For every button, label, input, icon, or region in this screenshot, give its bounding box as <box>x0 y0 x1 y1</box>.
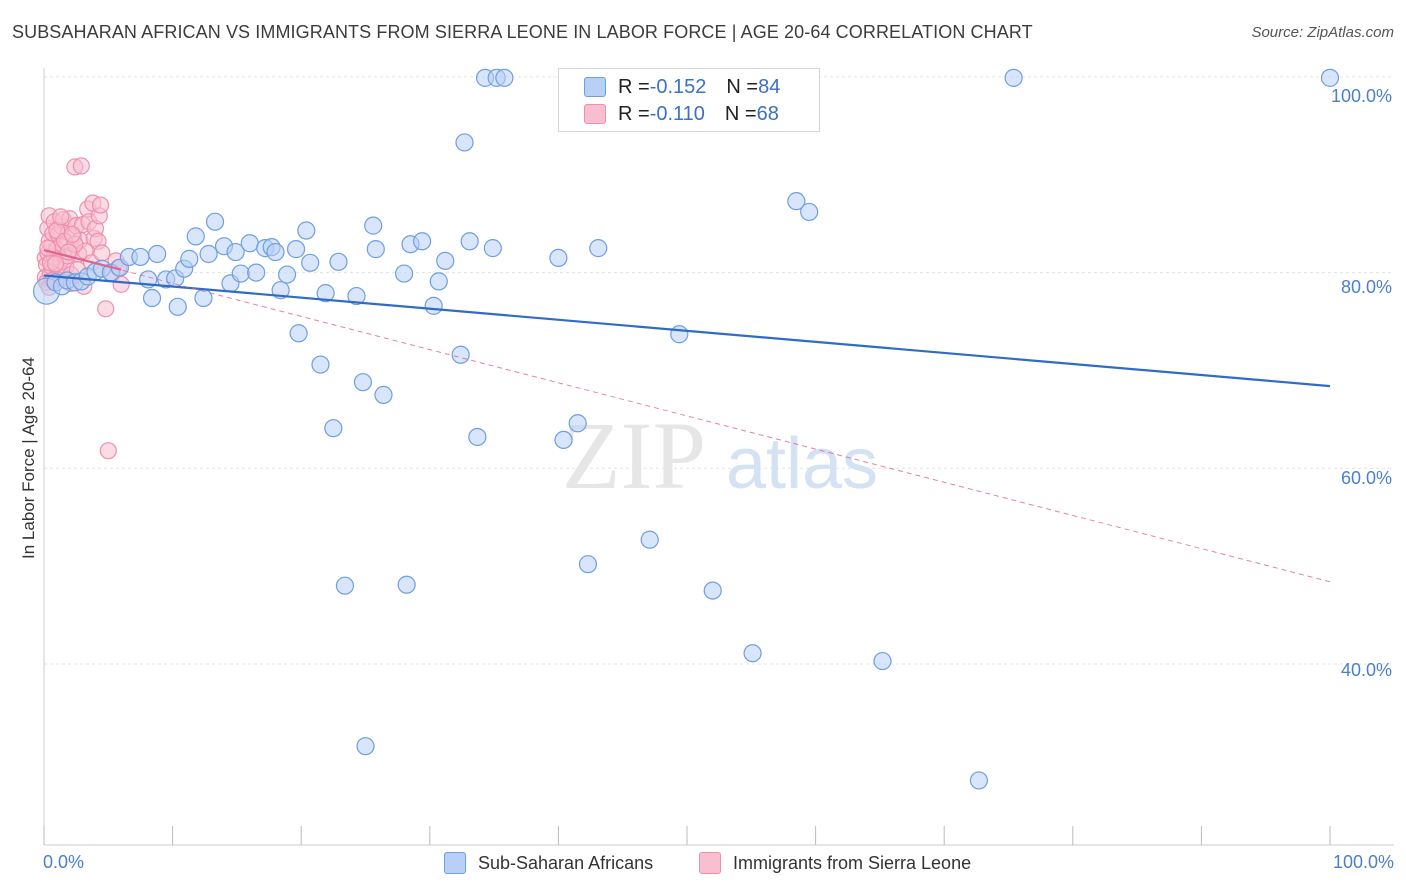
sierra-leone-point <box>39 239 57 257</box>
subsaharan-point <box>335 576 355 595</box>
subsaharan-point <box>1320 68 1340 87</box>
legend-swatch-pink <box>584 104 606 124</box>
subsaharan-point <box>366 240 385 259</box>
series-name-blue: Sub-Saharan Africans <box>478 852 654 873</box>
legend-n-label: N = <box>726 75 759 98</box>
subsaharan-point <box>394 264 414 283</box>
legend-swatch-blue <box>584 77 606 97</box>
subsaharan-point <box>324 419 343 438</box>
sierra-leone-trend-dashed <box>43 249 1331 583</box>
subsaharan-point <box>194 288 213 308</box>
y-tick-label-60: 60.0% <box>1340 468 1392 488</box>
y-tick-label-80: 80.0% <box>1340 277 1392 297</box>
subsaharan-point <box>364 216 383 235</box>
watermark-atlas: atlas <box>726 424 878 504</box>
subsaharan-point <box>800 202 819 222</box>
sierra-leone-point <box>91 196 110 214</box>
subsaharan-point <box>289 324 308 343</box>
subsaharan-point <box>640 530 659 549</box>
series-name-pink: Immigrants from Sierra Leone <box>733 852 972 873</box>
subsaharan-point <box>568 414 587 433</box>
subsaharan-point <box>549 248 568 268</box>
subsaharan-point <box>247 263 266 282</box>
subsaharan-point <box>347 286 366 306</box>
y-tick-label-100: 100.0% <box>1330 86 1392 106</box>
legend-n-value: 84 <box>758 75 781 98</box>
subsaharan-point <box>969 771 989 790</box>
subsaharan-point <box>412 232 432 251</box>
series-swatch-pink <box>699 852 721 874</box>
subsaharan-point <box>397 575 416 594</box>
subsaharan-point <box>131 247 150 267</box>
subsaharan-point <box>240 234 259 253</box>
subsaharan-point <box>168 297 187 316</box>
series-legend-pink: Immigrants from Sierra Leone <box>699 852 971 874</box>
subsaharan-point <box>429 272 448 291</box>
legend-r-label: R = <box>618 102 650 125</box>
subsaharan-point <box>703 581 722 600</box>
legend-n-value: 68 <box>756 102 779 125</box>
subsaharan-point <box>266 242 285 262</box>
subsaharan-point <box>495 68 514 87</box>
legend-row-pink: R = -0.110 N = 68 <box>584 103 779 125</box>
x-tick-label-max: 100.0% <box>1332 852 1394 872</box>
subsaharan-point <box>787 192 806 211</box>
series-legend-blue: Sub-Saharan Africans <box>444 852 653 874</box>
subsaharan-point <box>311 355 330 374</box>
subsaharan-point <box>356 737 375 756</box>
sierra-leone-point <box>72 157 90 175</box>
sierra-leone-point <box>93 244 111 262</box>
legend-r-value: -0.152 <box>649 75 707 98</box>
x-tick-label-min: 0.0% <box>43 852 85 872</box>
series-swatch-blue <box>444 852 466 874</box>
subsaharan-point <box>1004 68 1023 87</box>
subsaharan-point <box>424 296 443 315</box>
subsaharan-point <box>670 325 689 344</box>
subsaharan-point <box>873 651 892 671</box>
subsaharan-trend-line <box>43 274 1331 388</box>
subsaharan-point <box>180 249 199 268</box>
subsaharan-point <box>455 133 474 152</box>
subsaharan-point <box>743 644 762 663</box>
subsaharan-point <box>199 244 218 264</box>
subsaharan-point <box>578 555 598 574</box>
sierra-leone-trend-solid <box>43 249 122 271</box>
sierra-leone-point <box>46 255 65 273</box>
subsaharan-point <box>186 227 205 246</box>
subsaharan-point <box>286 240 306 259</box>
legend-r-value: -0.110 <box>649 102 705 125</box>
sierra-leone-point <box>52 208 70 226</box>
subsaharan-point <box>460 232 479 251</box>
subsaharan-point <box>353 373 373 392</box>
subsaharan-point <box>436 251 455 270</box>
subsaharan-point <box>205 212 225 231</box>
sierra-leone-point <box>97 300 115 318</box>
subsaharan-point <box>468 427 487 447</box>
stats-legend: R = -0.152 N = 84 R = -0.110 N = 68 <box>558 68 820 132</box>
legend-n-label: N = <box>724 102 757 125</box>
legend-row-blue: R = -0.152 N = 84 <box>584 76 780 98</box>
subsaharan-point <box>226 242 245 262</box>
subsaharan-point <box>374 385 393 404</box>
subsaharan-point <box>148 244 167 264</box>
chart-title: SUBSAHARAN AFRICAN VS IMMIGRANTS FROM SI… <box>12 22 1033 42</box>
subsaharan-point <box>297 221 316 240</box>
subsaharan-point <box>301 253 320 272</box>
subsaharan-point <box>329 252 348 271</box>
subsaharan-point <box>142 288 162 308</box>
subsaharan-point <box>554 430 573 450</box>
legend-r-label: R = <box>618 75 650 98</box>
subsaharan-point <box>277 265 297 284</box>
y-tick-label-40: 40.0% <box>1340 660 1392 680</box>
source-label: Source: ZipAtlas.com <box>1251 24 1394 41</box>
sierra-leone-point <box>99 442 117 460</box>
subsaharan-point <box>589 239 608 258</box>
sierra-leone-point <box>63 225 81 244</box>
subsaharan-point <box>316 284 335 303</box>
subsaharan-point <box>451 345 470 364</box>
subsaharan-point <box>483 239 502 258</box>
subsaharan-point <box>231 264 250 283</box>
